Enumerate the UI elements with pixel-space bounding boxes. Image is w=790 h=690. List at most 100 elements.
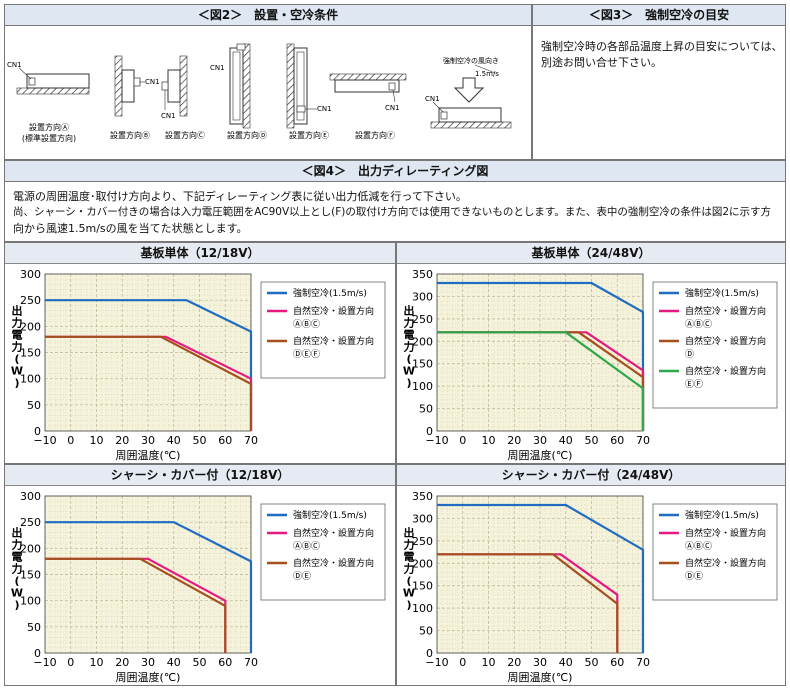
x-tick-label: 50 [585,656,599,669]
x-tick-label: 10 [482,656,496,669]
x-tick-label: 40 [559,434,573,447]
y-tick-label: 100 [20,595,41,608]
x-tick-label: 60 [218,656,232,669]
x-tick-label: 70 [244,434,258,447]
legend-label-sub-1: ⒶⒷⒸ [293,541,320,552]
legend-label-sub-2: Ⓓ [685,349,694,360]
legend-label-2: 自然空冷・設置方向 [293,557,374,569]
cn1-label: CN1 [7,61,22,69]
chart-title-0: 基板単体（12/18V） [5,243,395,264]
x-tick-label: 20 [507,656,521,669]
fig4-title: ＜図4＞ 出力ディレーティング図 [5,161,785,182]
x-axis-label: 周囲温度(℃) [508,448,573,462]
chart-title-2: シャーシ・カバー付（12/18V） [5,465,395,486]
fig3-panel: ＜図3＞ 強制空冷の目安 強制空冷時の各部品温度上昇の目安については、 別途お問… [532,4,786,160]
x-tick-label: 10 [90,656,104,669]
y-tick-label: 250 [412,535,433,548]
y-tick-label: 200 [412,557,433,570]
svg-text:CN1: CN1 [425,95,440,103]
x-tick-label: 0 [67,656,74,669]
x-tick-label: 30 [141,434,155,447]
x-tick-label: 70 [636,434,650,447]
installation-diagrams: CN1 CN1 CN1 CN1 [7,43,512,143]
series-line-2 [45,335,253,431]
y-tick-label: 0 [426,425,433,438]
x-tick-label: −10 [33,656,56,669]
y-axis-label: 出力電力(W) [11,304,23,390]
y-axis-label: 出力電力(W) [403,304,415,390]
y-tick-label: 250 [20,294,41,307]
legend-box [652,281,778,409]
series-line-2 [45,557,227,653]
caption-e: 設置方向Ⓔ [289,130,329,140]
legend-label-0: 強制空冷(1.5m/s) [293,287,367,299]
orientation-b-diagram: CN1 [114,55,160,117]
y-tick-label: 0 [34,425,41,438]
y-axis-label: 出力電力(W) [403,526,415,612]
x-axis-label: 周囲温度(℃) [116,670,181,684]
x-tick-label: 40 [167,656,181,669]
series-line-0 [45,521,253,653]
legend-label-1: 自然空冷・設置方向 [293,305,374,317]
svg-text:CN1: CN1 [385,104,400,112]
legend-label-1: 自然空冷・設置方向 [293,527,374,539]
x-tick-label: 0 [459,656,466,669]
caption-d: 設置方向Ⓓ [227,130,267,140]
series-line-0 [437,503,645,653]
x-tick-label: 60 [218,434,232,447]
y-tick-label: 300 [412,512,433,525]
y-tick-label: 50 [27,399,41,412]
legend-label-3: 自然空冷・設置方向 [685,365,766,377]
chart-title-3: シャーシ・カバー付（24/48V） [397,465,785,486]
x-tick-label: 40 [559,656,573,669]
legend-label-2: 自然空冷・設置方向 [293,335,374,347]
airflow-title: 強制空冷の風向き [443,56,499,65]
svg-text:CN1: CN1 [161,112,176,120]
legend-label-sub-1: ⒶⒷⒸ [685,319,712,330]
y-tick-label: 200 [412,335,433,348]
x-tick-label: 30 [533,656,547,669]
y-tick-label: 150 [20,347,41,360]
orientation-a-diagram: CN1 [7,61,90,95]
x-tick-label: 50 [585,434,599,447]
fig3-title: ＜図3＞ 強制空冷の目安 [533,5,785,26]
fig2-title: ＜図2＞ 設置・空冷条件 [5,5,531,26]
legend-box [260,281,386,379]
caption-a-standard: (標準設置方向) [22,133,76,143]
legend-box [652,503,778,601]
airflow-speed: 1.5m/s [475,70,499,78]
y-tick-label: 300 [20,490,41,503]
x-tick-label: 0 [459,434,466,447]
chart-cell-3: シャーシ・カバー付（24/48V） 0 50 100 150 200 250 300 350−… [396,464,786,686]
legend-label-1: 自然空冷・設置方向 [685,305,766,317]
orientation-d-diagram: CN1 [210,43,251,129]
orientation-c-diagram: CN1 [161,55,188,120]
y-tick-label: 0 [426,647,433,660]
svg-text:CN1: CN1 [210,64,225,72]
y-tick-label: 50 [419,403,433,416]
x-axis-label: 周囲温度(℃) [508,670,573,684]
x-tick-label: 0 [67,434,74,447]
x-tick-label: −10 [425,434,448,447]
svg-text:CN1: CN1 [317,105,332,113]
x-tick-label: 30 [533,434,547,447]
legend-label-sub-3: ⒺⒻ [685,379,703,390]
x-tick-label: 60 [610,656,624,669]
y-tick-label: 300 [412,290,433,303]
airflow-arrow-icon [453,77,485,103]
chart-cell-2: シャーシ・カバー付（12/18V） 0 50 100 150 200 250 300 −10 0… [4,464,396,686]
caption-c: 設置方向Ⓒ [165,130,205,140]
y-tick-label: 100 [412,380,433,393]
series-line-3 [437,331,645,431]
y-axis-label: 出力電力(W) [11,526,23,612]
y-tick-label: 0 [34,647,41,660]
y-tick-label: 350 [412,490,433,503]
chart-title-1: 基板単体（24/48V） [397,243,785,264]
legend-label-1: 自然空冷・設置方向 [685,527,766,539]
legend-label-0: 強制空冷(1.5m/s) [685,287,759,299]
x-tick-label: 20 [507,434,521,447]
orientation-f-diagram: CN1 [329,73,407,112]
fig4-desc-line3: 向から風速1.5m/sの風を当てた状態とします。 [13,222,248,235]
x-tick-label: 50 [193,434,207,447]
